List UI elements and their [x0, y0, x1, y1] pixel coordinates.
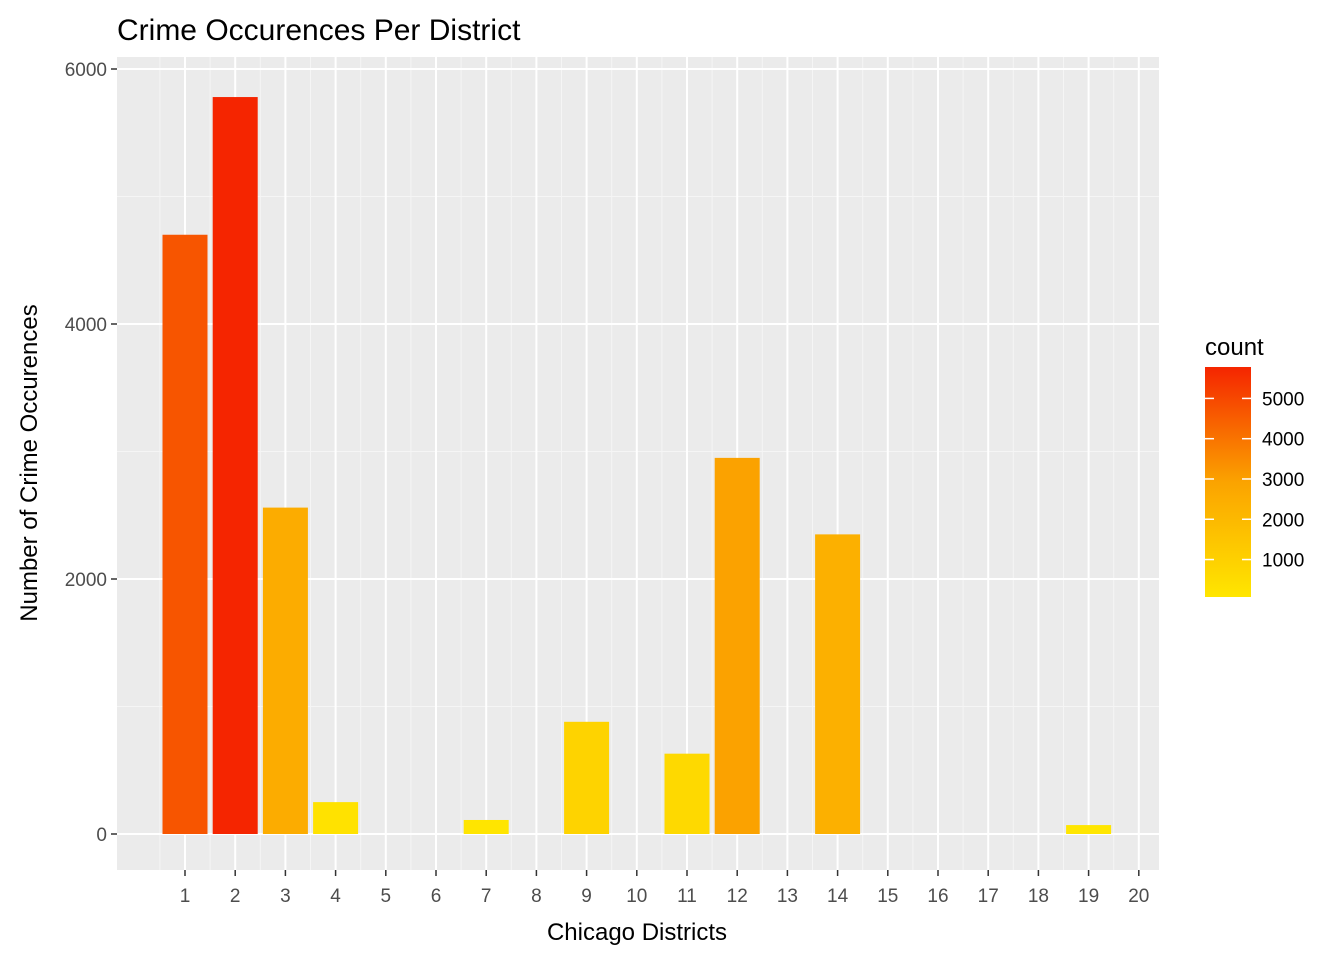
- legend-label: 1000: [1262, 551, 1304, 572]
- y-tick-label: 4000: [65, 315, 107, 336]
- x-tick-label: 3: [280, 886, 291, 907]
- legend: count 1000 2000 3000 4000 5000: [1205, 334, 1304, 597]
- x-tick-label: 16: [927, 886, 948, 907]
- x-tick-label: 10: [626, 886, 647, 907]
- bar-district-19: [1066, 825, 1112, 834]
- legend-colorbar: [1205, 367, 1251, 597]
- x-axis: 1 2 3 4 5 6 7 8 9 10 11 12 13 14 15 16 17 18 19 20: [180, 870, 1149, 907]
- bar-district-14: [815, 534, 861, 834]
- x-tick-label: 6: [431, 886, 442, 907]
- x-tick-label: 17: [978, 886, 999, 907]
- x-tick-label: 4: [330, 886, 341, 907]
- y-tick-label: 6000: [65, 60, 107, 81]
- bar-district-9: [564, 721, 610, 834]
- x-axis-title: Chicago Districts: [547, 919, 727, 946]
- x-tick-label: 8: [531, 886, 542, 907]
- x-tick-label: 19: [1078, 886, 1099, 907]
- y-tick-label: 0: [96, 825, 107, 846]
- legend-label: 3000: [1262, 470, 1304, 491]
- legend-label: 2000: [1262, 510, 1304, 531]
- bar-district-12: [714, 457, 760, 834]
- x-tick-label: 7: [481, 886, 492, 907]
- x-tick-label: 18: [1028, 886, 1049, 907]
- y-axis-title: Number of Crime Occurences: [16, 304, 43, 621]
- x-tick-label: 20: [1128, 886, 1149, 907]
- x-tick-label: 15: [877, 886, 898, 907]
- legend-label: 4000: [1262, 430, 1304, 451]
- x-tick-label: 9: [581, 886, 592, 907]
- y-tick-label: 2000: [65, 570, 107, 591]
- x-tick-label: 13: [777, 886, 798, 907]
- x-tick-label: 2: [230, 886, 241, 907]
- x-tick-label: 14: [827, 886, 849, 907]
- bar-district-7: [463, 819, 509, 834]
- bar-district-2: [212, 97, 258, 835]
- legend-ticks: 1000 2000 3000 4000 5000: [1205, 389, 1304, 572]
- x-tick-label: 12: [727, 886, 748, 907]
- x-tick-label: 5: [381, 886, 392, 907]
- bars: [162, 97, 1112, 835]
- x-tick-label: 11: [677, 886, 697, 907]
- bar-district-11: [664, 753, 710, 834]
- chart-title: Crime Occurences Per District: [117, 14, 521, 47]
- x-tick-label: 1: [180, 886, 191, 907]
- legend-title: count: [1205, 334, 1264, 361]
- bar-district-3: [262, 507, 308, 834]
- legend-label: 5000: [1262, 389, 1304, 410]
- y-axis: 0 2000 4000 6000: [65, 60, 117, 846]
- bar-district-1: [162, 234, 208, 834]
- bar-district-4: [313, 802, 359, 834]
